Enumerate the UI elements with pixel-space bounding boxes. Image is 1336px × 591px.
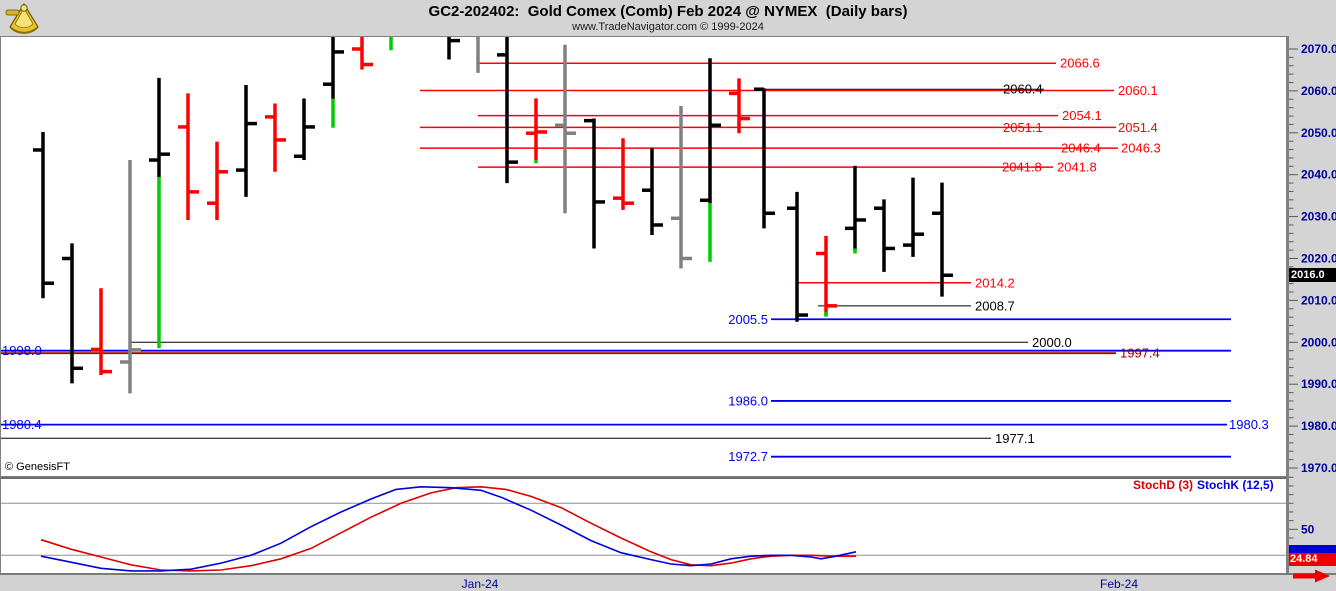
level-label: 1972.7: [728, 449, 768, 464]
level-label: 2041.8: [1002, 160, 1042, 175]
price-axis-gutter[interactable]: 1970.0 1980.0 1990.0 2000.0 2010.0 2020.0 2030…: [1287, 36, 1336, 574]
stochastic-canvas: [1, 485, 1286, 572]
stochd-line: [40, 485, 856, 572]
level-label: 2054.1: [1062, 108, 1102, 123]
level-label: 2051.4: [1118, 120, 1158, 135]
level-label: 1977.1: [995, 431, 1035, 446]
level-label: 1986.0: [728, 393, 768, 408]
stochastic-indicator-panel[interactable]: [0, 477, 1287, 574]
axis-tick-label: 1980.0: [1301, 419, 1336, 433]
legend-stochd[interactable]: StochD (3): [1133, 478, 1193, 492]
stochd-value-badge: 24.84: [1289, 553, 1336, 566]
genesis-sextant-logo-icon: [5, 2, 39, 34]
current-price-badge: 2016.0: [1289, 268, 1336, 282]
level-label: 2046.3: [1121, 141, 1161, 156]
legend-stochk[interactable]: StochK (12,5): [1197, 478, 1274, 492]
axis-tick-label: 2060.0: [1301, 84, 1336, 98]
level-label: 2008.7: [975, 298, 1015, 313]
level-label: 2041.8: [1057, 160, 1097, 175]
level-label: 2014.2: [975, 275, 1015, 290]
axis-tick-label: 1990.0: [1301, 377, 1336, 391]
level-label: 1998.0: [2, 343, 42, 358]
stoch-axis-label: 50: [1301, 522, 1315, 536]
axis-tick-label: 2040.0: [1301, 168, 1336, 182]
level-label: 2051.1: [1003, 120, 1043, 135]
axis-tick-label: 2050.0: [1301, 126, 1336, 140]
scroll-right-arrow-button[interactable]: [1293, 569, 1333, 583]
level-label: 1997.4: [1120, 346, 1160, 361]
date-label-jan24: Jan-24: [461, 577, 499, 591]
level-label: 2046.4: [1061, 141, 1101, 156]
axis-tick-label: 2030.0: [1301, 210, 1336, 224]
axis-tick-label: 2010.0: [1301, 293, 1336, 307]
axis-tick-label: 1970.0: [1301, 461, 1336, 475]
level-label: 2005.5: [728, 312, 768, 327]
price-axis-canvas: 1970.0 1980.0 1990.0 2000.0 2010.0 2020.0 2030…: [1289, 42, 1336, 565]
level-label: 1980.4: [2, 417, 42, 432]
page-title: GC2-202402: Gold Comex (Comb) Feb 2024 @…: [428, 3, 908, 20]
level-label: 2060.4: [1003, 82, 1043, 97]
stochk-line: [40, 485, 857, 572]
level-label: 1980.3: [1229, 417, 1269, 432]
date-label-feb24: Feb-24: [1099, 577, 1139, 591]
axis-tick-label: 2020.0: [1301, 252, 1336, 266]
level-label: 2066.6: [1060, 56, 1100, 71]
genesis-copyright: © GenesisFT: [5, 461, 70, 473]
stochk-value-badge: [1289, 545, 1336, 553]
level-label: 2060.1: [1118, 83, 1158, 98]
level-label: 2000.0: [1032, 335, 1072, 350]
axis-tick-label: 2070.0: [1301, 42, 1336, 56]
main-price-chart-panel[interactable]: 2066.6 2060.4 2060.1 2054.1 2051.1 2051.4 2046…: [0, 36, 1287, 477]
axis-tick-label: 2000.0: [1301, 335, 1336, 349]
page-subtitle: www.TradeNavigator.com © 1999-2024: [572, 21, 764, 33]
price-chart-canvas: 2066.6 2060.4 2060.1 2054.1 2051.1 2051.4 2046…: [1, 37, 1269, 464]
date-axis-strip[interactable]: Jan-24 Feb-24: [0, 573, 1336, 591]
